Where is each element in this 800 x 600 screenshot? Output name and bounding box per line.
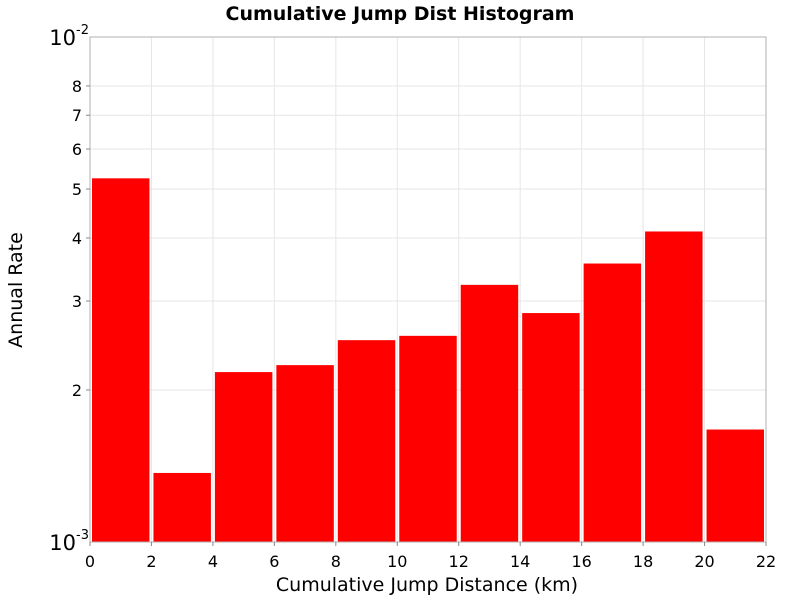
x-tick-label: 10 (387, 552, 407, 571)
x-tick-label: 0 (85, 552, 95, 571)
x-tick-label: 22 (756, 552, 776, 571)
histogram-bar (460, 284, 519, 542)
bars (92, 178, 764, 542)
chart-title: Cumulative Jump Dist Histogram (226, 3, 575, 25)
y-tick-label: 8 (72, 77, 82, 96)
histogram-bar (522, 313, 580, 542)
plot-frame (89, 36, 767, 543)
histogram-bar (399, 335, 457, 542)
x-tick-label: 18 (633, 552, 653, 571)
x-tick-label: 16 (571, 552, 591, 571)
y-major-tick-label: 10 (49, 26, 76, 50)
x-tick-label: 12 (449, 552, 469, 571)
y-tick-label: 7 (72, 106, 82, 125)
histogram-bar (583, 263, 642, 542)
x-tick-label: 4 (208, 552, 218, 571)
histogram-bar (276, 365, 334, 542)
x-axis-ticks: 0 2 4 6 8 10 12 14 16 18 20 22 (85, 542, 776, 571)
y-tick-label: 6 (72, 140, 82, 159)
y-tick-label: 2 (72, 381, 82, 400)
histogram-bar (153, 472, 211, 542)
y-tick-label: 4 (72, 229, 82, 248)
x-tick-label: 2 (146, 552, 156, 571)
y-major-tick-label: 10 (49, 531, 76, 555)
y-tick-label: 5 (72, 180, 82, 199)
y-major-tick-exponent: -3 (76, 528, 89, 543)
y-tick-label: 3 (72, 292, 82, 311)
x-axis-label: Cumulative Jump Distance (km) (276, 574, 578, 596)
y-axis-label: Annual Rate (5, 232, 27, 348)
y-major-tick-exponent: -2 (76, 23, 89, 38)
histogram-bar (706, 429, 764, 542)
histogram-bar (645, 231, 703, 542)
x-tick-label: 20 (694, 552, 714, 571)
x-tick-label: 14 (510, 552, 530, 571)
histogram-bar (92, 178, 150, 542)
histogram-bar (337, 340, 396, 542)
x-tick-label: 8 (331, 552, 341, 571)
x-tick-label: 6 (269, 552, 279, 571)
histogram-bar (214, 372, 273, 542)
